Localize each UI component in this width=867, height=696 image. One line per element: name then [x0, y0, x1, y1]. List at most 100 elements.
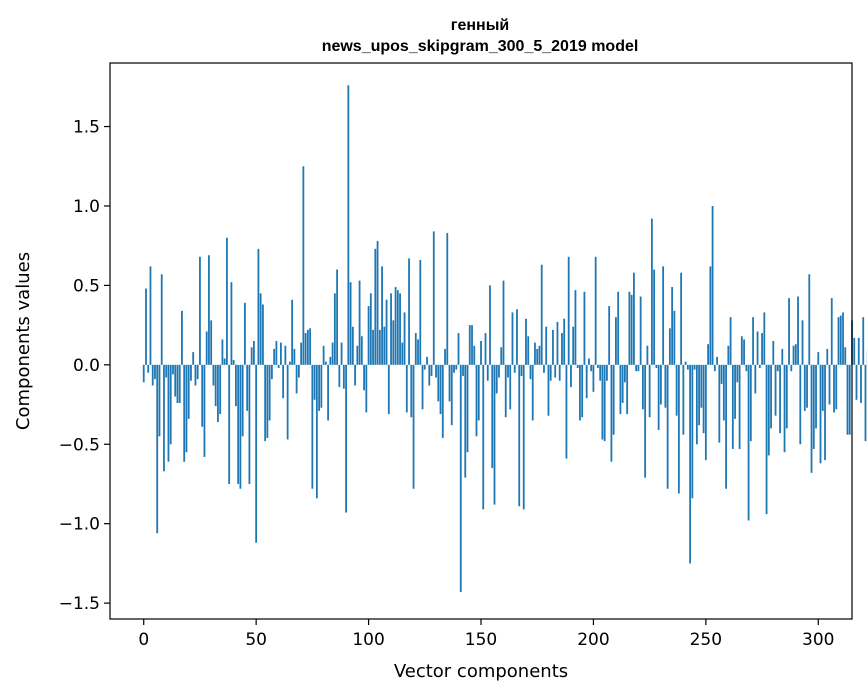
bar-98 [363, 364, 365, 391]
bar-27 [203, 364, 206, 457]
bar-142 [462, 364, 464, 376]
bar-182 [552, 329, 554, 365]
bar-257 [720, 364, 723, 384]
y-tick-label: −1.5 [59, 594, 100, 614]
bar-18 [183, 364, 186, 462]
bar-163 [509, 364, 512, 410]
bar-13 [172, 364, 174, 375]
bar-177 [540, 264, 543, 365]
bar-36 [223, 358, 226, 365]
bar-207 [608, 306, 611, 365]
bar-146 [471, 325, 473, 365]
bar-186 [561, 333, 563, 365]
x-tick-label: 50 [245, 630, 267, 650]
bar-264 [736, 364, 739, 383]
bar-71 [302, 166, 305, 365]
bar-184 [556, 321, 559, 365]
bar-187 [563, 318, 566, 365]
bar-129 [432, 231, 435, 365]
bar-168 [520, 364, 523, 376]
bar-51 [257, 248, 260, 365]
bar-243 [689, 364, 692, 564]
bar-188 [565, 364, 568, 459]
bar-63 [284, 345, 287, 365]
bar-167 [518, 364, 521, 507]
bar-180 [547, 364, 550, 416]
bar-117 [405, 364, 408, 413]
bar-209 [612, 364, 615, 435]
bar-297 [810, 364, 813, 473]
bar-159 [500, 347, 503, 365]
bar-134 [444, 348, 446, 365]
bar-244 [691, 364, 694, 499]
bar-273 [756, 331, 759, 365]
bar-286 [785, 364, 788, 429]
bar-87 [338, 364, 341, 388]
bar-92 [349, 282, 352, 365]
bar-287 [788, 298, 790, 365]
bar-279 [770, 364, 772, 429]
bar-25 [199, 256, 201, 365]
bar-113 [396, 290, 399, 365]
bar-236 [673, 310, 676, 365]
bar-212 [619, 364, 622, 415]
bar-263 [734, 364, 736, 419]
bar-22 [192, 352, 195, 365]
bar-205 [603, 364, 606, 442]
bar-5 [154, 364, 156, 380]
bar-140 [457, 333, 460, 365]
bar-307 [833, 364, 835, 413]
bar-197 [585, 364, 588, 399]
bar-31 [212, 364, 215, 386]
bar-54 [264, 364, 267, 442]
x-tick-label: 150 [465, 630, 497, 650]
bar-7 [158, 364, 161, 437]
bar-254 [713, 364, 716, 372]
bar-171 [527, 336, 530, 365]
bar-281 [774, 364, 777, 416]
bar-55 [266, 364, 269, 438]
bar-169 [522, 364, 525, 510]
bar-121 [414, 333, 417, 365]
bar-265 [738, 364, 741, 450]
y-tick-label: −0.5 [59, 435, 100, 455]
bar-270 [749, 364, 752, 442]
bar-52 [259, 293, 262, 365]
bar-271 [752, 317, 754, 365]
bar-290 [794, 344, 797, 365]
bar-282 [776, 364, 779, 372]
bar-69 [297, 364, 300, 378]
bar-120 [412, 364, 415, 489]
bar-106 [381, 266, 383, 365]
bar-10 [165, 364, 168, 378]
bar-67 [293, 348, 296, 365]
bar-114 [399, 293, 401, 365]
bar-9 [163, 364, 165, 472]
bar-17 [181, 310, 183, 365]
bar-294 [803, 364, 806, 411]
bar-240 [682, 364, 685, 435]
bar-201 [594, 256, 597, 365]
bar-89 [342, 364, 345, 389]
bar-216 [628, 291, 631, 365]
bar-210 [615, 317, 617, 365]
bar-75 [311, 364, 314, 489]
bar-267 [743, 339, 745, 365]
bar-84 [331, 342, 334, 365]
bar-53 [262, 304, 264, 365]
bar-232 [664, 364, 667, 408]
bar-79 [320, 364, 323, 408]
bar-97 [360, 336, 363, 365]
bar-179 [545, 326, 548, 365]
bar-116 [403, 312, 406, 365]
bar-29 [208, 255, 210, 365]
bar-269 [747, 364, 750, 521]
x-tick-label: 300 [802, 630, 834, 650]
y-tick-label: 0.0 [73, 356, 100, 376]
bar-156 [493, 364, 496, 505]
bar-296 [808, 274, 811, 365]
bar-314 [848, 364, 851, 435]
bar-82 [327, 364, 329, 421]
bar-311 [842, 312, 844, 365]
bar-295 [806, 364, 808, 408]
